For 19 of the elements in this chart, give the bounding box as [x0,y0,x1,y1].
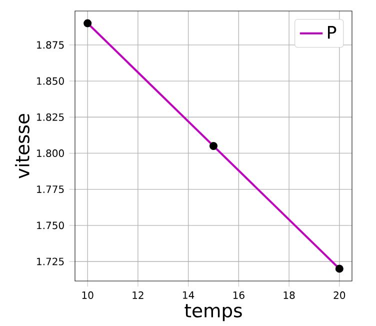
y-tick-label: 1.875 [37,41,64,49]
y-axis-title: vitesse [15,114,30,178]
x-tick-label: 16 [233,291,244,299]
x-axis-title: temps [184,304,242,322]
x-tick-label: 14 [183,291,194,299]
point [84,19,92,28]
y-tick-label: 1.750 [37,222,64,230]
y-tick-label: 1.725 [37,258,64,266]
point [209,142,218,150]
legend-label: P [328,26,336,39]
x-tick-label: 20 [334,291,346,299]
y-tick-label: 1.775 [37,186,64,194]
x-tick-label: 12 [132,291,144,299]
y-tick-label: 1.800 [37,149,64,158]
x-tick-label: 10 [82,291,94,299]
y-tick-label: 1.825 [37,113,64,121]
x-tick-label: 18 [284,291,295,299]
y-tick-label: 1.850 [37,77,64,85]
point [335,264,344,273]
